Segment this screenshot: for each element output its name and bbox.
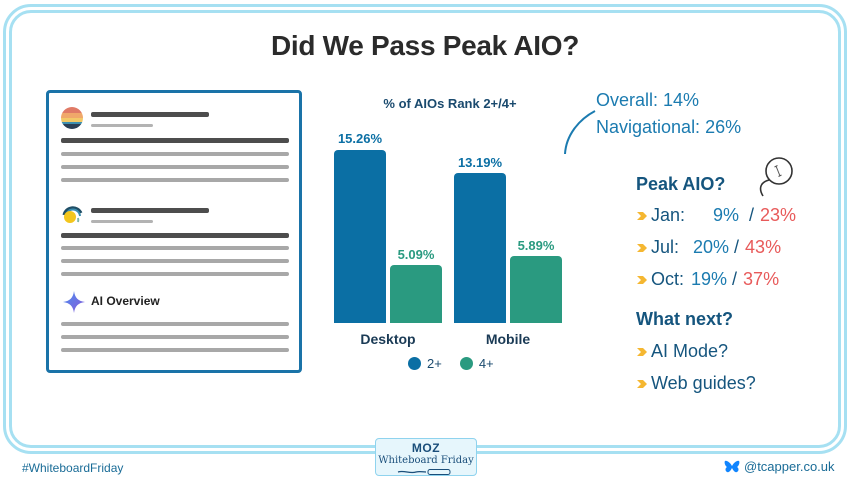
- result-line: [61, 246, 289, 250]
- result-line: [61, 138, 289, 143]
- result-line: [61, 165, 289, 169]
- bar-label-mobile-4plus: 5.89%: [517, 238, 555, 253]
- chevron-right-icon: [637, 275, 647, 284]
- chevron-right-icon: [637, 347, 647, 356]
- marker-doodle-icon: [397, 469, 451, 475]
- category-mobile: Mobile: [485, 331, 531, 347]
- result-url-bar: [91, 124, 153, 127]
- peak-row-jan: Jan: 9% / 23%: [636, 205, 796, 226]
- bar-mobile-2plus: [454, 173, 506, 323]
- chevron-right-icon: [637, 379, 647, 388]
- sun-wave-favicon-icon: [61, 203, 83, 225]
- next-item-web-guides: Web guides?: [636, 373, 756, 394]
- bluesky-butterfly-icon: [724, 460, 740, 472]
- note-navigational: Navigational: 26%: [596, 117, 742, 137]
- gemini-sparkle-icon: [63, 291, 85, 313]
- bar-label-mobile-2plus: 13.19%: [457, 155, 503, 170]
- aio-line: [61, 322, 289, 326]
- result-line: [61, 178, 289, 182]
- magnifier-icon: [759, 157, 793, 197]
- chart-legend: 2+ 4+: [408, 356, 506, 371]
- what-next-heading: What next?: [636, 309, 733, 329]
- note-overall: Overall: 14%: [596, 90, 700, 110]
- moz-logo: MOZ: [411, 441, 441, 455]
- sunset-favicon-icon: [61, 107, 83, 129]
- bluesky-handle: @tcapper.co.uk: [724, 459, 835, 474]
- result-url-bar: [91, 220, 153, 223]
- bar-mobile-4plus: [510, 256, 562, 323]
- moz-whiteboard-friday-badge: MOZ Whiteboard Friday: [375, 438, 477, 476]
- chevron-right-icon: [637, 243, 647, 252]
- result-title-bar: [91, 112, 209, 117]
- result-line: [61, 233, 289, 238]
- result-title-bar: [91, 208, 209, 213]
- curve-connector-icon: [564, 110, 596, 155]
- serp-illustration: AI Overview: [46, 90, 302, 373]
- page-title: Did We Pass Peak AIO?: [270, 30, 580, 61]
- chevron-right-icon: [637, 211, 647, 220]
- legend-item-4plus: 4+: [459, 356, 494, 371]
- legend-dot-green: [459, 357, 473, 370]
- category-desktop: Desktop: [360, 331, 416, 347]
- aio-line: [61, 348, 289, 352]
- bar-label-desktop-4plus: 5.09%: [397, 247, 435, 262]
- bar-label-desktop-2plus: 15.26%: [337, 131, 383, 146]
- hashtag-label: #WhiteboardFriday: [22, 461, 124, 475]
- result-line: [61, 152, 289, 156]
- next-item-ai-mode: AI Mode?: [636, 341, 728, 362]
- peak-heading: Peak AIO?: [636, 174, 726, 194]
- legend-item-2plus: 2+: [408, 356, 442, 371]
- peak-row-oct: Oct: 19% / 37%: [636, 269, 779, 290]
- aio-line: [61, 335, 289, 339]
- chart-title: % of AIOs Rank 2+/4+: [383, 96, 517, 111]
- result-line: [61, 259, 289, 263]
- bar-desktop-4plus: [390, 265, 442, 323]
- bar-desktop-2plus: [334, 150, 386, 323]
- legend-dot-blue: [408, 357, 421, 370]
- ai-overview-label: AI Overview: [91, 294, 160, 308]
- result-line: [61, 272, 289, 276]
- show-name: Whiteboard Friday: [378, 455, 474, 466]
- peak-row-jul: Jul: 20% / 43%: [636, 237, 781, 258]
